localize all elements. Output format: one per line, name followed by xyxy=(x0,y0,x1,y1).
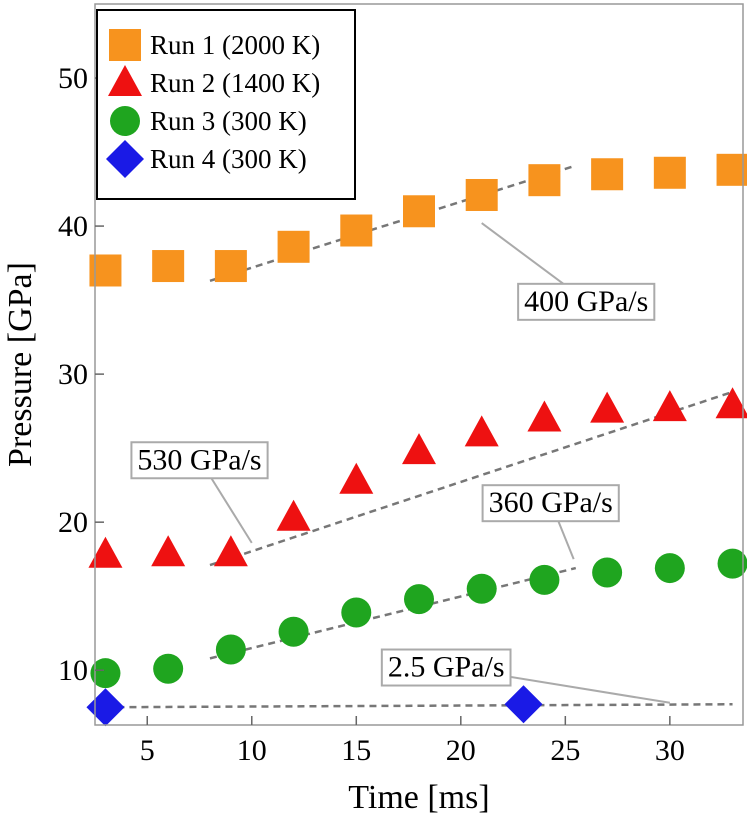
data-point-series-3 xyxy=(404,584,434,615)
annotation-label: 400 GPa/s xyxy=(524,285,648,318)
legend-marker xyxy=(106,140,144,178)
data-point-series-1 xyxy=(528,164,561,197)
annotation-box xyxy=(130,441,269,480)
legend-label: Run 3 (300 K) xyxy=(150,106,307,136)
fit-lines xyxy=(105,165,733,709)
legend-label: Run 2 (1400 K) xyxy=(150,68,320,98)
data-point-series-1 xyxy=(465,178,498,211)
data-point-series-1 xyxy=(403,195,435,228)
plot-frame xyxy=(94,3,744,726)
data-point-series-1 xyxy=(653,156,686,189)
data-point-series-3 xyxy=(466,573,497,604)
data-point-series-2 xyxy=(213,535,248,567)
annotation-box xyxy=(380,648,512,687)
x-tick-label: 5 xyxy=(140,734,155,767)
data-point-series-2 xyxy=(339,462,374,494)
data-point-series-2 xyxy=(88,536,123,568)
annotation-label: 360 GPa/s xyxy=(489,486,613,519)
data-point-series-3 xyxy=(717,548,747,579)
data-point-series-3 xyxy=(592,557,623,588)
fit-line xyxy=(105,703,733,709)
legend-marker xyxy=(108,65,142,96)
data-point-series-3 xyxy=(215,634,246,665)
data-point-series-1 xyxy=(591,158,624,191)
data-point-series-2 xyxy=(652,390,687,422)
data-point-series-3 xyxy=(341,597,372,628)
data-point-series-4 xyxy=(86,688,125,727)
data-point-series-2 xyxy=(151,535,186,567)
data-point-series-3 xyxy=(654,553,685,584)
x-tick-label: 25 xyxy=(550,734,580,767)
annotation-boxes: 400 GPa/s 530 GPa/s 360 GPa/s 2.5 GPa/s xyxy=(130,282,656,687)
legend-marker xyxy=(109,29,141,61)
annotation-box xyxy=(481,484,620,523)
fit-line xyxy=(209,566,577,660)
axes: 5 10 15 20 25 30 10 20 30 40 50 xyxy=(58,62,685,767)
y-tick-label: 40 xyxy=(58,210,88,243)
data-point-series-2 xyxy=(590,391,625,423)
annotation-box xyxy=(517,282,656,321)
data-point-series-2 xyxy=(464,415,499,447)
legend-label: Run 1 (2000 K) xyxy=(150,30,320,60)
data-point-series-1 xyxy=(340,214,373,247)
data-point-series-3 xyxy=(153,653,184,684)
data-point-series-1 xyxy=(152,250,185,283)
data-point-series-2 xyxy=(402,433,436,465)
y-tick-label: 10 xyxy=(58,654,88,687)
data-point-series-3 xyxy=(90,658,121,689)
data-point-series-2 xyxy=(527,400,562,432)
fit-line xyxy=(209,165,572,283)
y-tick-label: 30 xyxy=(58,358,88,391)
annotation-label: 2.5 GPa/s xyxy=(388,651,505,684)
y-tick-label: 50 xyxy=(58,62,88,95)
annotation-label: 530 GPa/s xyxy=(137,443,261,476)
x-tick-label: 30 xyxy=(655,734,685,767)
data-point-series-1 xyxy=(277,230,310,263)
legend: Run 1 (2000 K) Run 2 (1400 K) Run 3 (300 K… xyxy=(96,9,356,200)
data-points xyxy=(86,153,747,727)
x-tick-label: 20 xyxy=(446,734,476,767)
legend-marker xyxy=(110,106,140,136)
fit-line xyxy=(209,390,733,567)
data-point-series-2 xyxy=(715,387,747,419)
data-point-series-2 xyxy=(276,499,311,531)
x-tick-label: 10 xyxy=(237,734,267,767)
legend-label: Run 4 (300 K) xyxy=(150,144,307,174)
y-axis-title: Pressure [GPa] xyxy=(2,262,39,467)
data-point-series-1 xyxy=(716,153,747,186)
x-axis-title: Time [ms] xyxy=(348,779,489,816)
data-point-series-1 xyxy=(214,250,247,283)
x-tick-label: 15 xyxy=(341,734,371,767)
data-point-series-4 xyxy=(504,685,543,724)
y-tick-label: 20 xyxy=(58,506,88,539)
data-point-series-3 xyxy=(529,564,560,595)
data-point-series-3 xyxy=(278,616,309,647)
